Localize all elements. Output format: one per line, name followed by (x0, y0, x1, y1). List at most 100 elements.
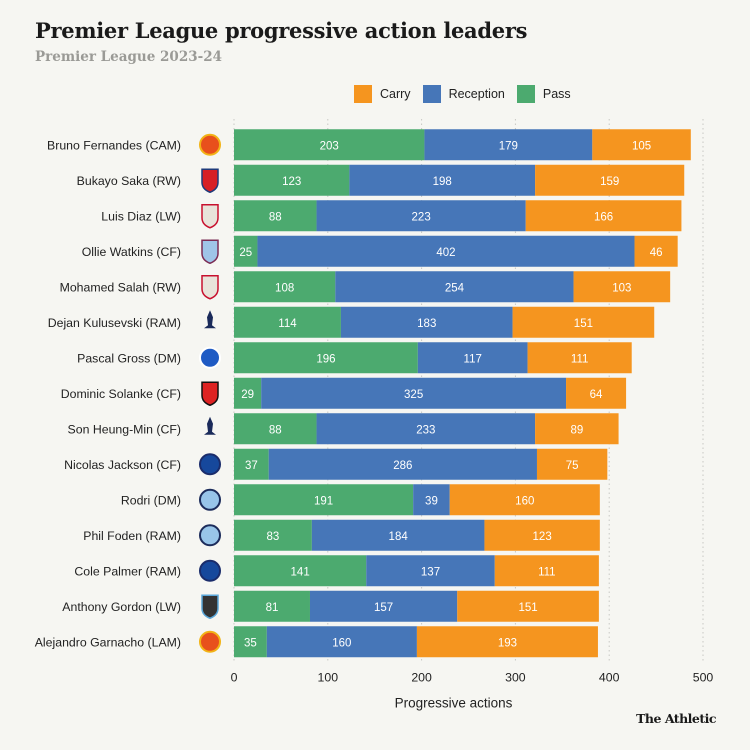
legend-item-pass: Pass (516, 85, 571, 103)
bar-segment-pass (234, 448, 269, 480)
data-label-reception: 117 (464, 353, 482, 365)
data-label-pass: 88 (269, 424, 282, 436)
data-label-carry: 193 (498, 637, 517, 649)
bar-segment-pass (234, 235, 258, 267)
category-label: Bruno Fernandes (CAM) (47, 138, 181, 152)
bar-segment-reception (424, 129, 593, 161)
data-label-reception: 198 (433, 176, 452, 188)
chart-subtitle: Premier League 2023-24 (35, 49, 223, 65)
category-label: Rodri (DM) (121, 493, 181, 507)
category-label: Son Heung-Min (CF) (68, 422, 181, 436)
x-tick-label: 0 (231, 671, 238, 685)
data-label-reception: 183 (417, 318, 436, 330)
bar-segment-carry (525, 200, 682, 232)
data-label-pass: 29 (241, 389, 254, 401)
data-label-reception: 184 (389, 531, 409, 543)
bar-segment-reception (417, 342, 528, 374)
bar-segment-reception (413, 484, 450, 516)
bar-segment-pass (234, 129, 425, 161)
bar-segment-pass (234, 555, 367, 587)
data-label-reception: 137 (421, 566, 440, 578)
category-label: Bukayo Saka (RW) (77, 174, 181, 188)
data-label-carry: 159 (600, 176, 619, 188)
data-label-reception: 402 (436, 247, 455, 259)
bar-row: Dejan Kulusevski (RAM) 114 183 151 (48, 306, 655, 338)
data-label-pass: 88 (269, 211, 282, 223)
data-label-carry: 105 (632, 140, 651, 152)
bar-segment-reception (309, 590, 458, 622)
data-label-reception: 179 (499, 140, 518, 152)
bar-segment-carry (494, 555, 599, 587)
data-label-carry: 166 (594, 211, 613, 223)
manchester-city-crest-icon (199, 488, 221, 511)
bar-segment-pass (234, 271, 336, 303)
legend-swatch-reception (422, 85, 441, 103)
x-tick-label: 200 (411, 671, 432, 685)
bar-row: Alejandro Garnacho (LAM) 35 160 193 (35, 626, 598, 658)
category-label: Dominic Solanke (CF) (61, 387, 181, 401)
data-label-carry: 123 (533, 531, 552, 543)
category-label: Ollie Watkins (CF) (82, 245, 181, 259)
bar-segment-pass (234, 626, 267, 658)
bar-segment-pass (234, 484, 414, 516)
x-axis-title: Progressive actions (395, 696, 513, 711)
bar-row: Mohamed Salah (RW) 108 254 103 (60, 271, 671, 303)
bar-segment-reception (340, 306, 513, 338)
tottenham-crest-icon (204, 416, 216, 435)
category-label: Luis Diaz (LW) (101, 209, 181, 223)
x-tick-label: 400 (599, 671, 620, 685)
tottenham-crest-icon (204, 310, 216, 329)
bar-segment-carry (573, 271, 671, 303)
bar-segment-pass (234, 590, 310, 622)
data-label-carry: 64 (590, 389, 603, 401)
data-label-carry: 111 (571, 353, 588, 365)
data-label-carry: 160 (515, 495, 534, 507)
liverpool-crest-icon (201, 275, 219, 300)
data-label-reception: 160 (332, 637, 351, 649)
brand-logo: The Athletic (636, 711, 716, 726)
bar-segment-reception (261, 377, 567, 409)
data-label-pass: 25 (239, 247, 252, 259)
bar-segment-pass (234, 200, 317, 232)
legend-swatch-carry (354, 85, 372, 103)
category-label: Alejandro Garnacho (LAM) (35, 635, 181, 649)
data-label-carry: 46 (650, 247, 663, 259)
bar-row: Ollie Watkins (CF) 25 402 46 (82, 235, 678, 267)
data-label-pass: 81 (266, 602, 279, 614)
bar-segment-pass (234, 306, 341, 338)
brighton-crest-icon (199, 346, 221, 369)
bar-segment-pass (234, 413, 317, 445)
data-label-reception: 223 (412, 211, 431, 223)
legend-label-carry: Carry (380, 87, 411, 101)
bar-segment-carry (416, 626, 598, 658)
newcastle-crest-icon (201, 594, 219, 620)
aston-villa-crest-icon (201, 239, 219, 265)
bar-segment-carry (457, 590, 599, 622)
bar-segment-pass (234, 519, 312, 551)
data-label-carry: 151 (574, 318, 593, 330)
category-label: Cole Palmer (RAM) (74, 564, 181, 578)
x-tick-label: 300 (505, 671, 526, 685)
bar-row: Bukayo Saka (RW) 123 198 159 (77, 164, 685, 196)
x-tick-label: 500 (693, 671, 714, 685)
data-label-pass: 123 (282, 176, 301, 188)
category-label: Pascal Gross (DM) (77, 351, 181, 365)
category-label: Anthony Gordon (LW) (62, 600, 181, 614)
data-label-reception: 39 (425, 495, 438, 507)
bar-row: Bruno Fernandes (CAM) 203 179 105 (47, 129, 691, 161)
data-label-reception: 233 (416, 424, 435, 436)
bar-segment-carry (484, 519, 600, 551)
bar-segment-carry (535, 413, 619, 445)
data-label-pass: 83 (267, 531, 280, 543)
data-label-reception: 157 (374, 602, 393, 614)
category-label: Phil Foden (RAM) (83, 529, 181, 543)
bar-segment-carry (449, 484, 600, 516)
legend-item-carry: Carry (354, 85, 411, 103)
bar-segment-reception (268, 448, 537, 480)
bar-segment-carry (536, 448, 608, 480)
data-label-pass: 196 (316, 353, 335, 365)
category-label: Mohamed Salah (RW) (60, 280, 181, 294)
bar-segment-carry (634, 235, 678, 267)
chelsea-crest-icon (199, 453, 221, 476)
